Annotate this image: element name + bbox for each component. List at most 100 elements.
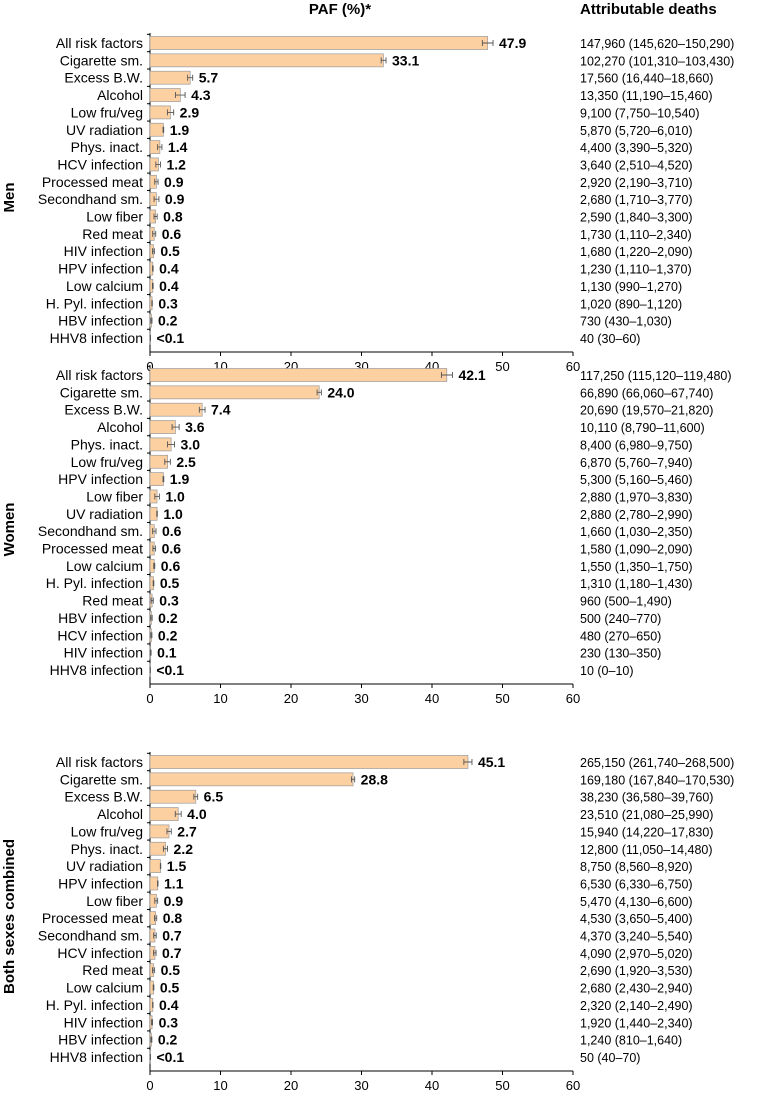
paf-value-label: 0.4 — [159, 278, 179, 294]
error-bar — [150, 597, 154, 604]
deaths-value: 8,750 (8,560–8,920) — [580, 860, 693, 874]
error-bar — [154, 493, 160, 500]
error-bar — [152, 265, 154, 272]
deaths-value: 66,890 (66,060–67,740) — [580, 386, 713, 400]
panel-men: Men0102030405060All risk factors47.9147,… — [1, 33, 734, 374]
paf-bar — [149, 385, 320, 400]
paf-value-label: 33.1 — [392, 52, 419, 68]
deaths-value: 1,680 (1,220–2,090) — [580, 245, 693, 259]
deaths-value: 960 (500–1,490) — [580, 595, 672, 609]
paf-value-label: 0.9 — [165, 191, 185, 207]
error-bar — [153, 213, 158, 220]
paf-bar — [149, 859, 161, 873]
deaths-value: 1,020 (890–1,120) — [580, 297, 682, 311]
error-bar — [152, 248, 155, 255]
deaths-value: 1,240 (810–1,640) — [580, 1034, 682, 1048]
factor-label: Alcohol — [97, 806, 143, 822]
paf-value-label: 0.8 — [163, 209, 183, 225]
error-bar — [157, 144, 163, 151]
error-bar — [167, 441, 175, 448]
error-bar — [154, 915, 158, 922]
paf-value-label: 2.9 — [180, 104, 200, 120]
error-bar — [193, 793, 199, 800]
x-tick-label: 60 — [566, 359, 580, 374]
panel-both-sexes-combined: Both sexes combined 0 10 20 30 40 50 60 All risk… — [1, 752, 734, 1093]
deaths-value: 1,230 (1,110–1,370) — [580, 263, 692, 277]
deaths-value: 3,640 (2,510–4,520) — [580, 158, 693, 172]
error-bar — [150, 614, 153, 621]
paf-value-label: <0.1 — [156, 1049, 184, 1065]
factor-label: Red meat — [82, 962, 143, 978]
paf-value-label: 0.2 — [158, 627, 178, 643]
x-tick-label: 60 — [566, 1078, 580, 1093]
deaths-value: 730 (430–1,030) — [580, 315, 672, 329]
error-bar — [154, 897, 159, 904]
factor-label: Low calcium — [66, 980, 143, 996]
paf-value-label: 2.2 — [174, 841, 194, 857]
error-bar — [153, 949, 157, 956]
error-bar — [153, 932, 157, 939]
factor-label: HBV infection — [58, 313, 143, 329]
factor-label: Phys. inact. — [71, 841, 143, 857]
error-bar — [174, 811, 182, 818]
panel-label: Men — [1, 182, 18, 212]
deaths-value: 2,920 (2,190–3,710) — [580, 176, 693, 190]
paf-bar — [149, 807, 179, 821]
deaths-value: 2,690 (1,920–3,530) — [580, 964, 693, 978]
factor-label: Processed meat — [42, 541, 143, 557]
error-bar — [440, 372, 453, 378]
factor-label: Processed meat — [42, 174, 143, 190]
deaths-value: 500 (240–770) — [580, 612, 661, 626]
paf-value-label: 3.6 — [185, 419, 205, 435]
deaths-value: 15,940 (14,220–17,830) — [580, 825, 713, 839]
deaths-value: 38,230 (36,580–39,760) — [580, 791, 713, 805]
error-bar — [150, 317, 153, 324]
paf-value-label: 4.0 — [187, 806, 207, 822]
x-tick-label: 40 — [425, 1078, 439, 1093]
factor-label: Low fiber — [86, 488, 143, 504]
error-bar — [152, 967, 156, 974]
deaths-value: 13,350 (11,190–15,460) — [580, 89, 713, 103]
factor-label: Excess B.W. — [64, 789, 143, 805]
factor-label: Low calcium — [66, 278, 143, 294]
factor-label: Low fru/veg — [71, 104, 143, 120]
factor-label: All risk factors — [56, 367, 143, 383]
factor-label: All risk factors — [56, 754, 143, 770]
x-tick-label: 40 — [425, 691, 439, 706]
factor-label: Secondhand sm. — [38, 928, 143, 944]
factor-label: HHV8 infection — [50, 1049, 143, 1065]
x-tick-label: 0 — [146, 691, 153, 706]
paf-value-label: 45.1 — [478, 754, 505, 770]
factor-label: Low fru/veg — [71, 823, 143, 839]
error-bar — [166, 109, 175, 116]
x-tick-label: 50 — [495, 1078, 509, 1093]
paf-value-label: 0.9 — [164, 174, 184, 190]
paf-value-label: 1.9 — [170, 122, 190, 138]
deaths-value: 1,660 (1,030–2,350) — [580, 525, 693, 539]
error-bar — [481, 40, 494, 46]
factor-label: UV radiation — [66, 122, 143, 138]
paf-value-label: 0.4 — [159, 261, 179, 277]
paf-bar — [149, 36, 489, 50]
panel-women: Women 0 10 20 30 40 50 60 All risk factors 42.1 11… — [1, 365, 732, 706]
deaths-value: 147,960 (145,620–150,290) — [580, 37, 734, 51]
deaths-value: 1,310 (1,180–1,430) — [580, 577, 693, 591]
deaths-value: 17,560 (16,440–18,660) — [580, 72, 713, 86]
deaths-value: 50 (40–70) — [580, 1051, 640, 1065]
paf-value-label: 1.4 — [168, 139, 188, 155]
paf-value-label: 0.6 — [162, 523, 182, 539]
x-tick-label: 0 — [146, 1078, 153, 1093]
error-bar — [162, 126, 165, 133]
factor-label: HBV infection — [58, 610, 143, 626]
factor-label: Alcohol — [97, 87, 143, 103]
paf-bar — [149, 53, 384, 68]
factor-label: HHV8 infection — [50, 662, 143, 678]
deaths-value: 23,510 (21,080–25,990) — [580, 808, 713, 822]
deaths-value: 40 (30–60) — [580, 332, 640, 346]
error-bar — [162, 476, 165, 483]
deaths-value: 2,590 (1,840–3,300) — [580, 211, 693, 225]
error-bar — [171, 424, 180, 431]
paf-value-label: 0.4 — [159, 997, 179, 1013]
paf-value-label: 0.9 — [164, 893, 184, 909]
error-bar — [149, 649, 152, 656]
